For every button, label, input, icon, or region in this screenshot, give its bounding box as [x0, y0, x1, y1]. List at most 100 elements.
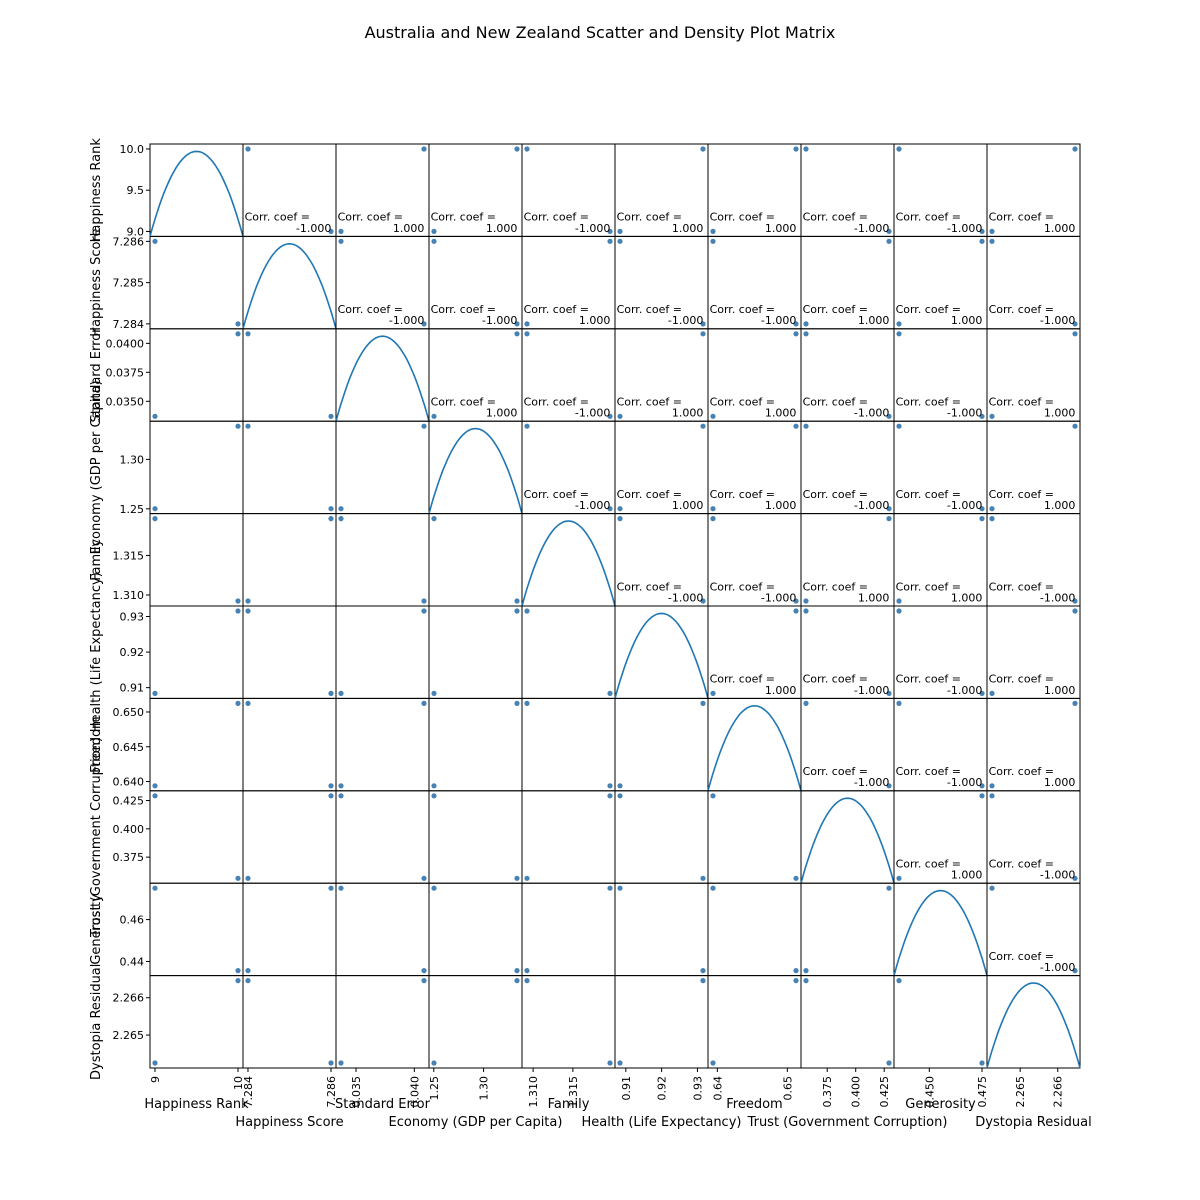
scatter-point [803, 978, 809, 984]
corr-value: -1.000 [854, 684, 889, 697]
cell-family-vs-health-life-expectancy: Corr. coef =-1.000 [614, 513, 709, 607]
scatter-point [235, 321, 241, 327]
cell-health-life-expectancy-vs-family [521, 605, 616, 699]
cell-standard-error-vs-happiness-score [242, 328, 337, 422]
cell-frame [242, 605, 337, 699]
cell-generosity-vs-trust-government-corruption [800, 882, 895, 977]
scatter-point [421, 700, 427, 707]
y-tick-label: 0.93 [120, 610, 145, 623]
x-tick-label: 0.040 [408, 1076, 421, 1108]
scatter-point [607, 413, 613, 419]
y-tick-label: 1.310 [113, 589, 145, 602]
cell-frame [521, 882, 616, 977]
cell-frame [335, 605, 430, 699]
scatter-point [328, 516, 334, 522]
corr-value: 1.000 [672, 222, 704, 235]
cell-trust-government-corruption-vs-happiness-score [242, 790, 337, 884]
cell-frame [242, 420, 337, 515]
cell-health-life-expectancy-vs-happiness-rank [149, 605, 244, 699]
scatter-point [152, 1060, 158, 1066]
scatter-point [803, 700, 809, 707]
cell-freedom-vs-trust-government-corruption: Corr. coef =-1.000 [800, 697, 895, 792]
y-tick-label: 0.650 [113, 706, 145, 719]
corr-value: 1.000 [858, 314, 890, 327]
corr-label: Corr. coef = [989, 211, 1054, 224]
x-axis-label-dystopia-residual: Dystopia Residual [975, 1115, 1091, 1130]
scatter-point [700, 700, 706, 707]
cell-frame [614, 697, 709, 792]
cell-happiness-rank-vs-economy-gdp-per-capita: Corr. coef =1.000 [428, 143, 523, 237]
cell-standard-error-vs-generosity: Corr. coef =-1.000 [893, 328, 988, 422]
cell-freedom-vs-health-life-expectancy [614, 697, 709, 792]
scatter-point [896, 875, 902, 881]
scatter-point [607, 885, 613, 891]
cell-freedom-vs-standard-error [335, 697, 430, 792]
corr-label: Corr. coef = [617, 303, 682, 316]
cell-frame [521, 975, 616, 1069]
scatter-point [152, 783, 158, 789]
scatter-point [710, 228, 716, 234]
corr-value: 1.000 [858, 591, 890, 604]
y-tick-label: 2.266 [113, 992, 145, 1005]
scatter-point [431, 1060, 437, 1066]
scatter-point [617, 506, 623, 512]
cell-generosity-vs-generosity [893, 882, 988, 977]
corr-value: 1.000 [1044, 407, 1076, 420]
scatter-point [245, 608, 251, 614]
cell-frame [335, 420, 430, 515]
cell-trust-government-corruption-vs-standard-error [335, 790, 430, 884]
scatter-point [431, 228, 437, 234]
scatter-point [700, 978, 706, 984]
scatter-point [245, 968, 251, 974]
cell-frame [707, 697, 802, 792]
scatter-point [793, 598, 799, 604]
scatter-point [328, 506, 334, 512]
cell-family-vs-standard-error [335, 513, 430, 607]
cell-trust-government-corruption-vs-generosity: Corr. coef =1.000 [893, 790, 988, 884]
scatter-point [152, 516, 158, 522]
scatter-point [431, 238, 437, 244]
x-axis-label-economy-gdp-per-capita: Economy (GDP per Capita) [389, 1115, 563, 1130]
cell-frame [893, 975, 988, 1069]
y-axis-label-trust-government-corruption: Trust (Government Corruption) [89, 737, 104, 938]
scatter-point [896, 700, 902, 707]
density-curve-health-life-expectancy [614, 612, 709, 699]
cell-frame [242, 697, 337, 792]
cell-happiness-score-vs-happiness-score [242, 235, 337, 330]
scatter-point [989, 516, 995, 522]
cell-dystopia-residual-vs-family [521, 975, 616, 1069]
cell-economy-gdp-per-capita-vs-dystopia-residual: Corr. coef =1.000 [986, 420, 1081, 515]
corr-label: Corr. coef = [617, 488, 682, 501]
x-axis-label-generosity: Generosity [905, 1097, 976, 1112]
scatter-point [338, 783, 344, 789]
cell-economy-gdp-per-capita-vs-health-life-expectancy: Corr. coef =1.000 [614, 420, 709, 515]
x-tick-label: 0.475 [976, 1076, 989, 1108]
cell-frame [335, 790, 430, 884]
scatter-point [338, 228, 344, 234]
corr-value: -1.000 [1040, 591, 1075, 604]
scatter-point [896, 608, 902, 614]
cell-family-vs-trust-government-corruption: Corr. coef =1.000 [800, 513, 895, 607]
x-tick-label: 0.65 [781, 1076, 794, 1101]
scatter-point [803, 423, 809, 429]
corr-label: Corr. coef = [803, 765, 868, 778]
cell-frame [335, 697, 430, 792]
corr-label: Corr. coef = [524, 488, 589, 501]
corr-label: Corr. coef = [896, 857, 961, 870]
corr-label: Corr. coef = [803, 395, 868, 408]
scatter-point [793, 968, 799, 974]
scatter-point [421, 423, 427, 429]
scatter-point [617, 885, 623, 891]
corr-label: Corr. coef = [338, 303, 403, 316]
scatter-point [1072, 608, 1078, 614]
corr-label: Corr. coef = [896, 765, 961, 778]
cell-family-vs-family [521, 513, 616, 607]
corr-label: Corr. coef = [896, 673, 961, 686]
scatter-point [710, 885, 716, 891]
cell-frame [428, 790, 523, 884]
scatter-point [524, 968, 530, 974]
cell-frame [149, 882, 244, 977]
scatter-point [886, 238, 892, 244]
scatter-point [328, 793, 334, 799]
cell-happiness-rank-vs-happiness-rank [149, 143, 244, 237]
